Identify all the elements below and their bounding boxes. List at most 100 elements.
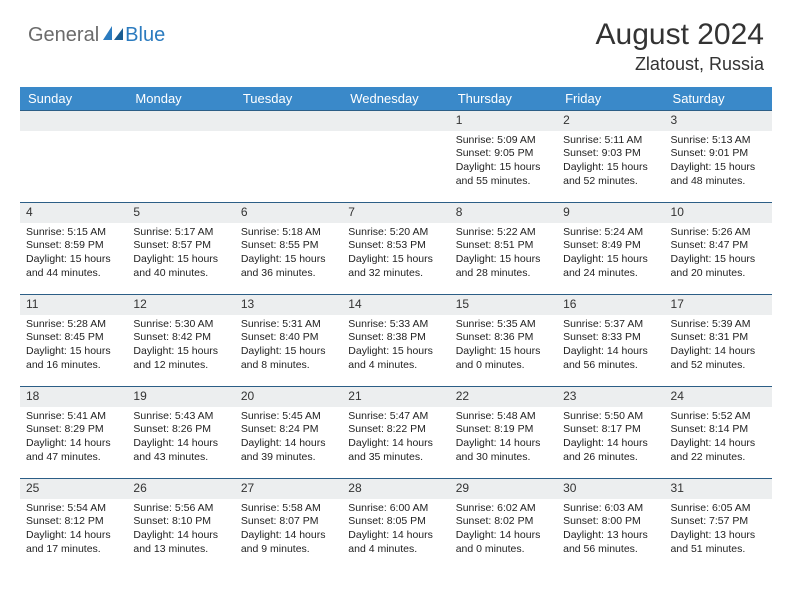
- day-number: 15: [450, 295, 557, 315]
- sunset-line: Sunset: 7:57 PM: [671, 515, 766, 529]
- logo-word-1: General: [28, 24, 99, 47]
- sunrise-line: Sunrise: 5:28 AM: [26, 318, 121, 332]
- sunset-line: Sunset: 8:22 PM: [348, 423, 443, 437]
- daylight-line: Daylight: 14 hours and 43 minutes.: [133, 437, 228, 464]
- calendar-day-cell: 1Sunrise: 5:09 AMSunset: 9:05 PMDaylight…: [450, 111, 557, 203]
- day-number: 21: [342, 387, 449, 407]
- sunrise-line: Sunrise: 5:47 AM: [348, 410, 443, 424]
- weekday-header: Saturday: [665, 87, 772, 111]
- calendar-day-cell: 16Sunrise: 5:37 AMSunset: 8:33 PMDayligh…: [557, 295, 664, 387]
- sunrise-line: Sunrise: 5:30 AM: [133, 318, 228, 332]
- daylight-line: Daylight: 15 hours and 44 minutes.: [26, 253, 121, 280]
- daylight-line: Daylight: 14 hours and 52 minutes.: [671, 345, 766, 372]
- calendar-week-row: 18Sunrise: 5:41 AMSunset: 8:29 PMDayligh…: [20, 387, 772, 479]
- calendar-day-cell: 20Sunrise: 5:45 AMSunset: 8:24 PMDayligh…: [235, 387, 342, 479]
- calendar-day-cell: 24Sunrise: 5:52 AMSunset: 8:14 PMDayligh…: [665, 387, 772, 479]
- day-number: 14: [342, 295, 449, 315]
- daylight-line: Daylight: 14 hours and 47 minutes.: [26, 437, 121, 464]
- day-number: 22: [450, 387, 557, 407]
- calendar-day-cell: 30Sunrise: 6:03 AMSunset: 8:00 PMDayligh…: [557, 479, 664, 571]
- sunset-line: Sunset: 8:26 PM: [133, 423, 228, 437]
- daylight-line: Daylight: 14 hours and 35 minutes.: [348, 437, 443, 464]
- page-title: August 2024: [596, 18, 764, 52]
- calendar-day-cell: 27Sunrise: 5:58 AMSunset: 8:07 PMDayligh…: [235, 479, 342, 571]
- calendar-week-row: 1Sunrise: 5:09 AMSunset: 9:05 PMDaylight…: [20, 111, 772, 203]
- day-number: 19: [127, 387, 234, 407]
- weekday-header: Thursday: [450, 87, 557, 111]
- calendar-day-cell: 5Sunrise: 5:17 AMSunset: 8:57 PMDaylight…: [127, 203, 234, 295]
- sunrise-line: Sunrise: 6:03 AM: [563, 502, 658, 516]
- daylight-line: Daylight: 14 hours and 17 minutes.: [26, 529, 121, 556]
- sunset-line: Sunset: 8:38 PM: [348, 331, 443, 345]
- day-number: 8: [450, 203, 557, 223]
- sunset-line: Sunset: 8:07 PM: [241, 515, 336, 529]
- daylight-line: Daylight: 15 hours and 16 minutes.: [26, 345, 121, 372]
- day-number: 25: [20, 479, 127, 499]
- daylight-line: Daylight: 14 hours and 39 minutes.: [241, 437, 336, 464]
- sunset-line: Sunset: 8:10 PM: [133, 515, 228, 529]
- daylight-line: Daylight: 15 hours and 8 minutes.: [241, 345, 336, 372]
- daylight-line: Daylight: 13 hours and 51 minutes.: [671, 529, 766, 556]
- sunrise-line: Sunrise: 5:31 AM: [241, 318, 336, 332]
- day-number: [235, 111, 342, 131]
- daylight-line: Daylight: 15 hours and 24 minutes.: [563, 253, 658, 280]
- calendar-day-cell: 29Sunrise: 6:02 AMSunset: 8:02 PMDayligh…: [450, 479, 557, 571]
- calendar-day-cell: 11Sunrise: 5:28 AMSunset: 8:45 PMDayligh…: [20, 295, 127, 387]
- sunset-line: Sunset: 9:03 PM: [563, 147, 658, 161]
- sunrise-line: Sunrise: 5:50 AM: [563, 410, 658, 424]
- sunrise-line: Sunrise: 5:11 AM: [563, 134, 658, 148]
- sunset-line: Sunset: 9:05 PM: [456, 147, 551, 161]
- calendar-day-cell: 19Sunrise: 5:43 AMSunset: 8:26 PMDayligh…: [127, 387, 234, 479]
- day-number: 29: [450, 479, 557, 499]
- sunset-line: Sunset: 8:42 PM: [133, 331, 228, 345]
- calendar-day-cell: 7Sunrise: 5:20 AMSunset: 8:53 PMDaylight…: [342, 203, 449, 295]
- logo-word-2: Blue: [125, 24, 165, 47]
- calendar-day-cell: 8Sunrise: 5:22 AMSunset: 8:51 PMDaylight…: [450, 203, 557, 295]
- calendar-day-cell: 10Sunrise: 5:26 AMSunset: 8:47 PMDayligh…: [665, 203, 772, 295]
- calendar-day-cell: [127, 111, 234, 203]
- sunrise-line: Sunrise: 5:24 AM: [563, 226, 658, 240]
- calendar-day-cell: 31 Sunrise: 6:05 AMSunset: 7:57 PMDayligh…: [665, 479, 772, 571]
- daylight-line: Daylight: 15 hours and 12 minutes.: [133, 345, 228, 372]
- sunset-line: Sunset: 9:01 PM: [671, 147, 766, 161]
- sunrise-line: Sunrise: 5:41 AM: [26, 410, 121, 424]
- daylight-line: Daylight: 15 hours and 4 minutes.: [348, 345, 443, 372]
- calendar-table: Sunday Monday Tuesday Wednesday Thursday…: [20, 87, 772, 571]
- daylight-line: Daylight: 14 hours and 26 minutes.: [563, 437, 658, 464]
- calendar-day-cell: [342, 111, 449, 203]
- day-number: 5: [127, 203, 234, 223]
- header: General Blue August 2024 Zlatoust, Russi…: [0, 0, 792, 83]
- day-number: 27: [235, 479, 342, 499]
- calendar-day-cell: 3Sunrise: 5:13 AMSunset: 9:01 PMDaylight…: [665, 111, 772, 203]
- sunset-line: Sunset: 8:19 PM: [456, 423, 551, 437]
- daylight-line: Daylight: 15 hours and 32 minutes.: [348, 253, 443, 280]
- sunrise-line: Sunrise: 6:00 AM: [348, 502, 443, 516]
- sunrise-line: Sunrise: 5:17 AM: [133, 226, 228, 240]
- day-number: 6: [235, 203, 342, 223]
- day-number: 20: [235, 387, 342, 407]
- calendar-day-cell: 14Sunrise: 5:33 AMSunset: 8:38 PMDayligh…: [342, 295, 449, 387]
- sunrise-line: Sunrise: 5:39 AM: [671, 318, 766, 332]
- day-number: 11: [20, 295, 127, 315]
- day-number: 2: [557, 111, 664, 131]
- day-number: 1: [450, 111, 557, 131]
- day-number: [127, 111, 234, 131]
- daylight-line: Daylight: 15 hours and 48 minutes.: [671, 161, 766, 188]
- day-number: 24: [665, 387, 772, 407]
- day-number: 31: [665, 479, 772, 499]
- sunrise-line: Sunrise: 5:15 AM: [26, 226, 121, 240]
- sunrise-line: Sunrise: 5:52 AM: [671, 410, 766, 424]
- sunset-line: Sunset: 8:59 PM: [26, 239, 121, 253]
- sunrise-line: Sunrise: 5:13 AM: [671, 134, 766, 148]
- day-number: 16: [557, 295, 664, 315]
- day-number: 4: [20, 203, 127, 223]
- calendar-day-cell: 25Sunrise: 5:54 AMSunset: 8:12 PMDayligh…: [20, 479, 127, 571]
- sunset-line: Sunset: 8:57 PM: [133, 239, 228, 253]
- sunrise-line: Sunrise: 6:05 AM: [671, 502, 766, 516]
- sunrise-line: Sunrise: 5:54 AM: [26, 502, 121, 516]
- calendar-week-row: 4Sunrise: 5:15 AMSunset: 8:59 PMDaylight…: [20, 203, 772, 295]
- daylight-line: Daylight: 13 hours and 56 minutes.: [563, 529, 658, 556]
- calendar-day-cell: 15Sunrise: 5:35 AMSunset: 8:36 PMDayligh…: [450, 295, 557, 387]
- sunrise-line: Sunrise: 5:45 AM: [241, 410, 336, 424]
- calendar-day-cell: 23Sunrise: 5:50 AMSunset: 8:17 PMDayligh…: [557, 387, 664, 479]
